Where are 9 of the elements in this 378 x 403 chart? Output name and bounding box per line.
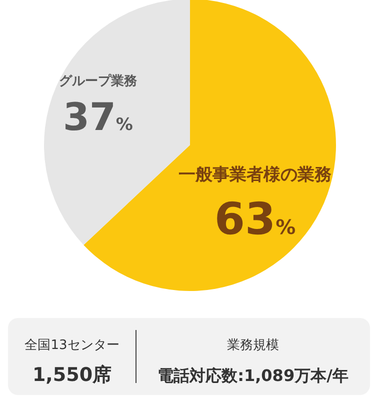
text: 全国13センター xyxy=(24,338,120,353)
slice-label: 一般事業者様の業務 xyxy=(178,165,332,185)
text: 電話対応数:1,089万本/年 xyxy=(158,366,348,385)
data-label: 63% xyxy=(214,194,296,245)
slice-label: グループ業務 xyxy=(59,73,138,89)
text: 1,550席 xyxy=(32,364,112,386)
pie-slice xyxy=(44,0,190,245)
data-label: 37% xyxy=(63,95,133,139)
text: 業務規模 xyxy=(227,338,279,353)
